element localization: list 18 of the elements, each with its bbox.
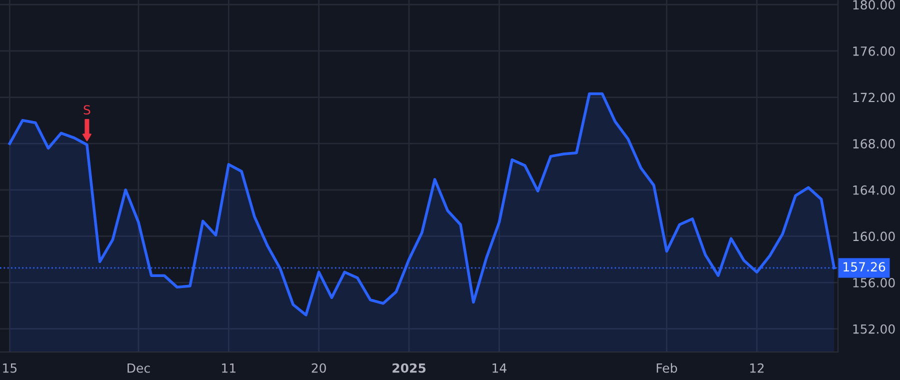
x-tick-label: 11	[222, 363, 236, 373]
annotation: S	[84, 105, 90, 115]
y-tick-label: 168.00	[853, 139, 895, 149]
x-tick-label: 20	[312, 363, 326, 373]
x-tick-label: 2025	[392, 363, 426, 373]
y-tick-label: 172.00	[853, 92, 895, 102]
y-tick-label: 176.00	[853, 46, 895, 56]
x-tick-label: Dec	[128, 363, 150, 373]
y-tick-label: 164.00	[853, 185, 895, 195]
x-tick-label: 12	[750, 363, 764, 373]
y-tick-label: 152.00	[853, 324, 895, 334]
ref-line-label: 157.26	[844, 262, 886, 272]
x-tick-label: Feb	[656, 363, 678, 373]
y-tick-label: 156.00	[853, 278, 895, 288]
y-tick-label: 160.00	[853, 232, 895, 242]
x-tick-label: 14	[492, 363, 506, 373]
x-tick-label: 15	[3, 363, 17, 373]
y-tick-label: 180.00	[853, 0, 895, 10]
